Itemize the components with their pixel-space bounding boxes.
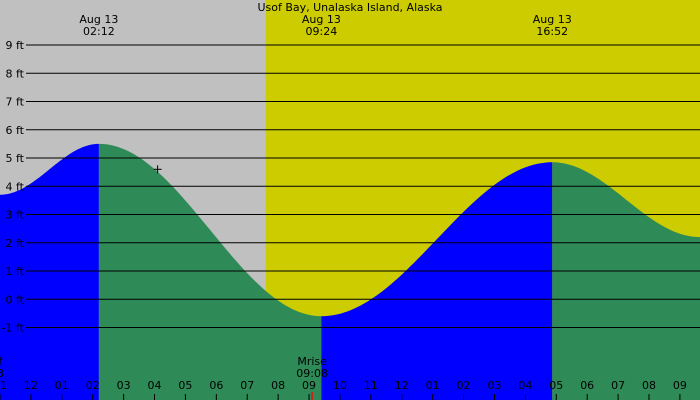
x-tick-label: 01 (426, 379, 440, 392)
moon-event-time: 48 (0, 367, 4, 380)
event-date-label: Aug 13 (79, 13, 118, 26)
x-tick-label: 06 (209, 379, 223, 392)
x-tick-label: 07 (240, 379, 254, 392)
y-tick-label: 2 ft (6, 237, 25, 250)
moon-event-label: ef (0, 355, 3, 368)
y-tick-label: 1 ft (6, 265, 25, 278)
x-tick-label: 04 (148, 379, 162, 392)
y-tick-label: 0 ft (6, 293, 25, 306)
falling-tide-area (98, 143, 322, 400)
x-tick-label: 12 (395, 379, 409, 392)
cursor-crosshair (153, 165, 162, 174)
event-date-label: Aug 13 (533, 13, 572, 26)
y-tick-label: 8 ft (6, 67, 25, 80)
x-tick-label: 10 (333, 379, 347, 392)
event-date-label: Aug 13 (302, 13, 341, 26)
moon-event-label: Mrise (297, 355, 327, 368)
x-tick-label: 03 (487, 379, 501, 392)
x-tick-label: 12 (24, 379, 38, 392)
x-tick-label: 04 (518, 379, 532, 392)
x-tick-label: 02 (86, 379, 100, 392)
x-tick-label: 11 (0, 379, 7, 392)
y-tick-label: -1 ft (2, 322, 25, 335)
y-tick-label: 9 ft (6, 39, 25, 52)
x-tick-label: 09 (302, 379, 316, 392)
y-tick-label: 3 ft (6, 209, 25, 222)
rising-tide-area (321, 162, 553, 400)
x-tick-label: 05 (178, 379, 192, 392)
x-tick-label: 11 (364, 379, 378, 392)
x-tick-label: 05 (549, 379, 563, 392)
event-time-label: 02:12 (83, 25, 115, 38)
x-tick-label: 09 (673, 379, 687, 392)
y-tick-label: 7 ft (6, 96, 25, 109)
rising-tide-area (0, 143, 99, 400)
chart-title: Usof Bay, Unalaska Island, Alaska (257, 1, 442, 14)
y-tick-label: 4 ft (6, 180, 25, 193)
y-tick-label: 6 ft (6, 124, 25, 137)
x-tick-label: 07 (611, 379, 625, 392)
x-tick-label: 08 (642, 379, 656, 392)
falling-tide-area (552, 162, 700, 400)
event-time-label: 16:52 (536, 25, 568, 38)
event-time-label: 09:24 (306, 25, 338, 38)
x-tick-label: 01 (55, 379, 69, 392)
x-tick-label: 02 (457, 379, 471, 392)
x-tick-label: 08 (271, 379, 285, 392)
x-tick-label: 06 (580, 379, 594, 392)
x-tick-label: 03 (117, 379, 131, 392)
moon-event-time: 09:08 (296, 367, 328, 380)
y-tick-label: 5 ft (6, 152, 25, 165)
